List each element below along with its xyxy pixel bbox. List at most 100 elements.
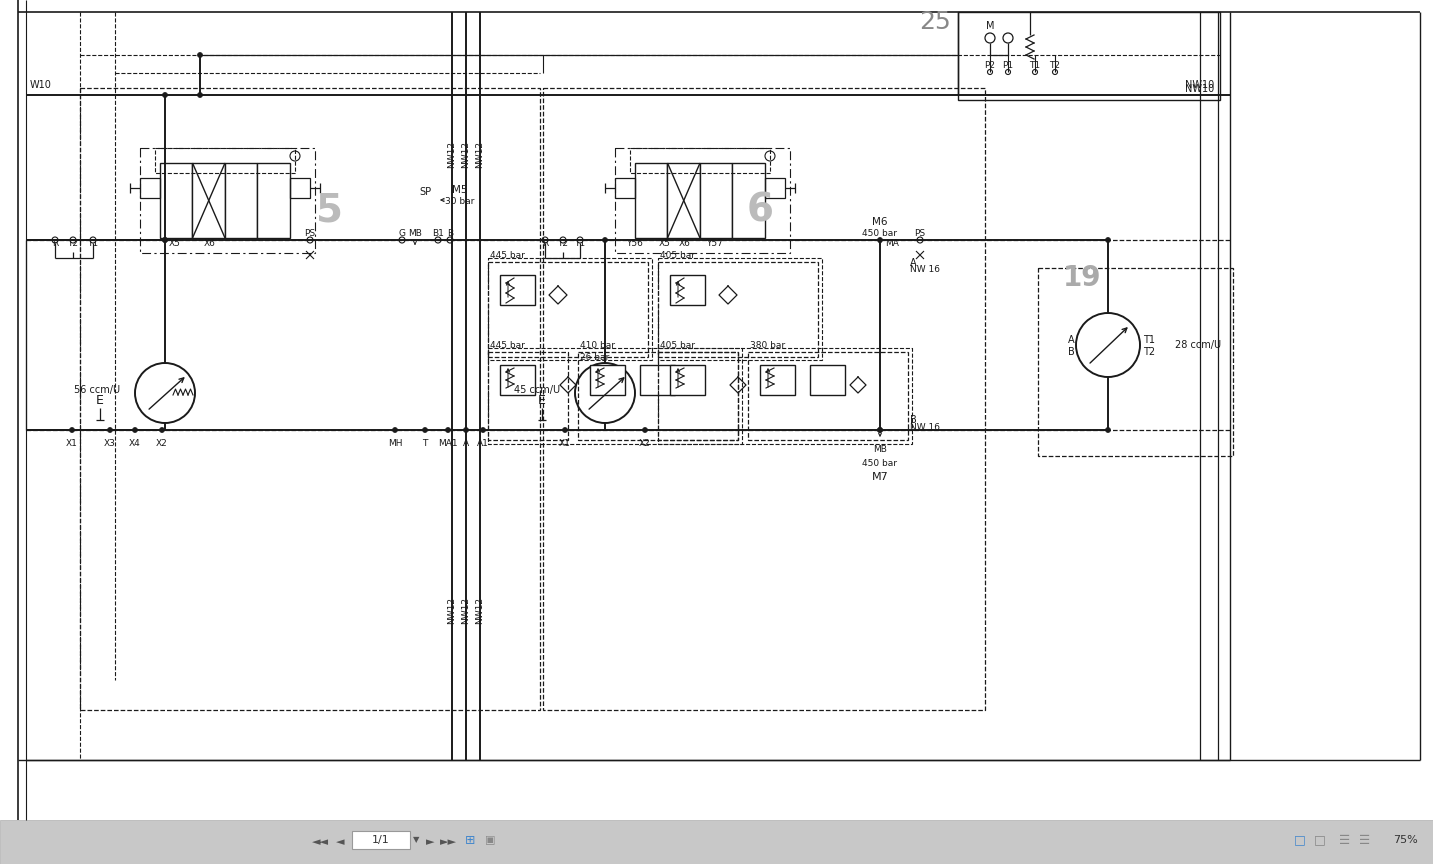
Bar [671, 365, 705, 395]
Circle shape [132, 428, 138, 433]
Text: T1: T1 [1029, 60, 1040, 69]
Text: Y56: Y56 [626, 239, 643, 249]
Bar [732, 163, 765, 238]
Text: 25: 25 [919, 10, 952, 34]
Bar [0, 820, 1433, 864]
Circle shape [69, 428, 75, 433]
Bar [658, 258, 823, 360]
Text: Y57: Y57 [706, 239, 724, 249]
Text: 28 ccm/U: 28 ccm/U [1175, 340, 1221, 350]
Circle shape [162, 92, 168, 98]
Bar [635, 163, 668, 238]
Text: X4: X4 [129, 440, 140, 448]
Bar [160, 163, 192, 238]
Text: MA1: MA1 [438, 440, 457, 448]
Text: 445 bar: 445 bar [490, 251, 524, 261]
Bar [577, 352, 738, 440]
Text: MH: MH [388, 440, 403, 448]
Text: NW12: NW12 [476, 142, 484, 168]
Text: P1: P1 [1003, 60, 1013, 69]
Text: ►►: ►► [440, 837, 457, 847]
Text: PS: PS [914, 228, 926, 238]
Text: NW12: NW12 [461, 596, 470, 624]
Text: A: A [910, 258, 917, 268]
Bar [258, 163, 289, 238]
Bar [489, 352, 567, 440]
Text: ⊞: ⊞ [464, 834, 476, 847]
Bar [489, 348, 742, 444]
Circle shape [642, 428, 648, 433]
Text: NW12: NW12 [461, 142, 470, 168]
Text: NW10: NW10 [1185, 84, 1214, 94]
Circle shape [1105, 428, 1111, 433]
Bar [192, 163, 225, 238]
Text: X5: X5 [169, 239, 181, 249]
Circle shape [446, 428, 450, 433]
Bar [80, 88, 540, 710]
Circle shape [602, 238, 608, 243]
Text: ▣: ▣ [484, 835, 496, 845]
Text: 450 bar: 450 bar [863, 459, 897, 467]
Text: NW10: NW10 [1185, 80, 1214, 90]
Text: 30 bar: 30 bar [446, 198, 474, 206]
Text: 1/1: 1/1 [373, 835, 390, 845]
Text: MB: MB [873, 446, 887, 454]
Text: 450 bar: 450 bar [863, 230, 897, 238]
Text: 380 bar: 380 bar [749, 341, 785, 351]
Text: 75%: 75% [1393, 835, 1417, 845]
Bar [658, 348, 911, 444]
Bar [500, 275, 535, 305]
Bar [759, 365, 795, 395]
Bar [641, 365, 675, 395]
Text: T2: T2 [67, 239, 79, 249]
Text: PS: PS [304, 228, 315, 238]
Text: 445 bar: 445 bar [490, 341, 524, 351]
Text: ◄: ◄ [335, 837, 344, 847]
Text: T: T [423, 440, 427, 448]
Text: NW 16: NW 16 [910, 422, 940, 431]
Text: G: G [398, 228, 406, 238]
Text: X2: X2 [639, 440, 651, 448]
Bar [140, 178, 160, 198]
Bar [1037, 268, 1232, 456]
Text: 56 ccm/U: 56 ccm/U [75, 385, 120, 395]
Circle shape [423, 428, 427, 433]
Text: ►: ► [426, 837, 434, 847]
Text: M7: M7 [871, 472, 888, 482]
Circle shape [480, 428, 486, 433]
Bar [543, 88, 984, 710]
Bar [353, 831, 410, 849]
Text: T1: T1 [1144, 335, 1155, 345]
Text: 26 bar: 26 bar [580, 353, 609, 363]
Text: ☰: ☰ [1360, 834, 1370, 847]
Text: 405 bar: 405 bar [661, 341, 695, 351]
Text: ▼: ▼ [413, 835, 420, 844]
Text: X6: X6 [203, 239, 216, 249]
Text: M6: M6 [873, 217, 888, 227]
Text: M: M [986, 21, 995, 31]
Circle shape [463, 428, 469, 433]
Text: R: R [542, 239, 549, 249]
Text: X1: X1 [66, 440, 77, 448]
Text: X1: X1 [559, 440, 570, 448]
Bar [155, 148, 295, 173]
Bar [615, 148, 790, 253]
Circle shape [393, 428, 397, 433]
Text: A: A [1069, 335, 1075, 345]
Circle shape [1105, 238, 1111, 243]
Circle shape [563, 428, 567, 433]
Bar [225, 163, 258, 238]
Bar [959, 12, 1219, 100]
Text: A1: A1 [477, 440, 489, 448]
Text: 6: 6 [747, 191, 774, 229]
Text: W10: W10 [30, 80, 52, 90]
Bar [668, 163, 699, 238]
Circle shape [107, 428, 113, 433]
Bar [631, 148, 770, 173]
Circle shape [159, 428, 165, 433]
Bar [671, 275, 705, 305]
Bar [810, 365, 845, 395]
Text: □: □ [1314, 834, 1326, 847]
Circle shape [198, 53, 202, 58]
Bar [658, 352, 738, 440]
